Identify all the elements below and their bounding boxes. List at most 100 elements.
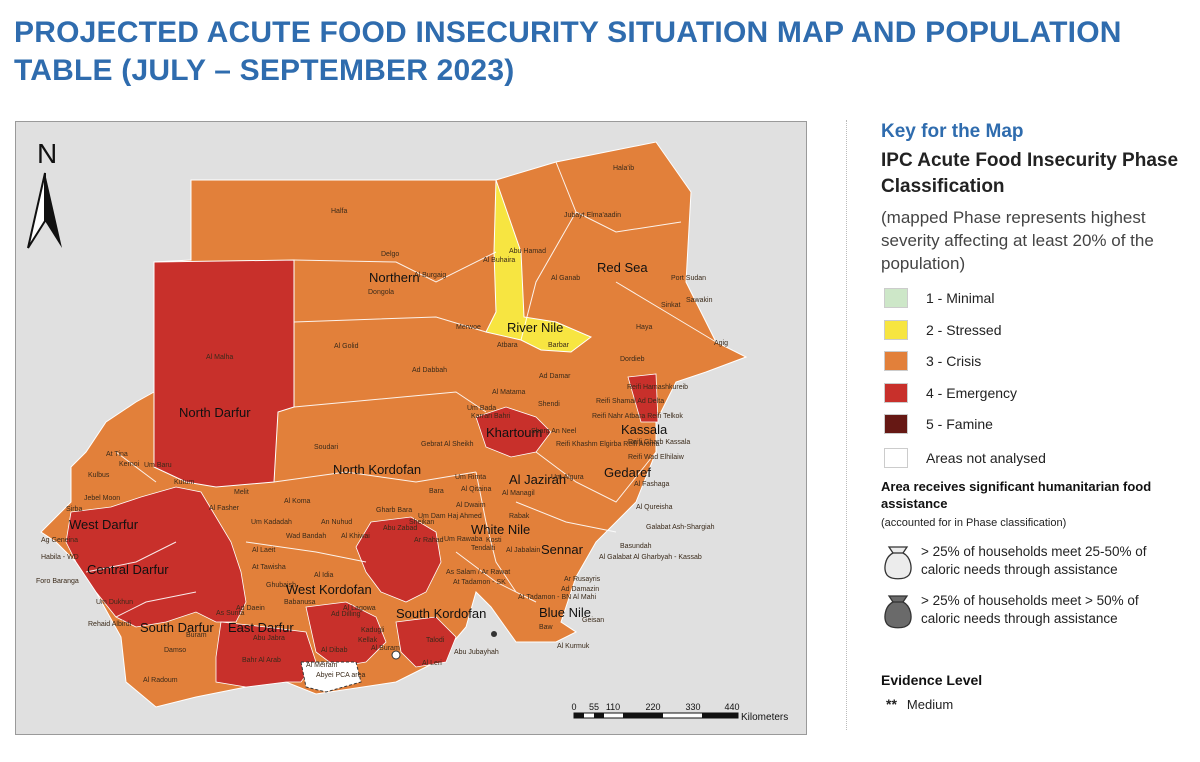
locality-label: Um Kadadah [251,519,292,526]
legend-item-minimal: 1 - Minimal [884,288,1184,310]
legend-swatch [884,448,908,468]
locality-label: Al Lagowa [343,605,376,612]
legend-item-famine: 5 - Famine [884,414,1184,436]
legend-label: 5 - Famine [926,416,993,432]
assistance-item-light: > 25% of households meet 25-50% of calor… [881,543,1181,589]
legend-swatch [884,288,908,308]
locality-label: At Tadamon - SK [453,579,506,586]
locality-label: Ar Rahad [414,537,444,544]
locality-label: Sheikan [409,519,434,526]
scale-unit: Kilometers [741,712,788,723]
locality-label: Al Meiram [306,662,338,669]
evidence-label: Medium [906,697,954,712]
locality-label: Damso [164,647,186,654]
state-label-red-sea: Red Sea [597,260,648,275]
locality-label: Ad Damazin [561,586,599,593]
locality-label: Al Leri [422,660,442,667]
locality-label: Al Fasher [209,505,240,512]
locality-label: Habila - WD [41,554,79,561]
state-label-blue-nile: Blue Nile [539,605,591,620]
locality-label: Al Idia [314,572,334,579]
locality-label: Al Qureisha [636,504,673,511]
locality-label: Jubayt Elma'aadin [564,212,621,219]
scale-tick-label: 110 [606,702,620,712]
page-title: PROJECTED ACUTE FOOD INSECURITY SITUATIO… [14,16,1122,87]
scale-tick-label: 55 [589,702,599,712]
locality-label: Geisan [582,617,604,624]
locality-label: Reifi Shamal Ad Delta [596,398,664,405]
locality-label: An Nuhud [321,519,352,526]
locality-label: Abyei PCA area [316,672,366,679]
locality-label: Merwoe [456,324,481,331]
legend-item-emergency: 4 - Emergency [884,383,1184,405]
scale-tick-label: 0 [571,702,576,712]
legend-swatch [884,414,908,434]
locality-label: Gharb Bara [376,507,412,514]
locality-label: Babanusa [284,599,316,606]
locality-label: Dordieb [620,356,645,363]
locality-label: Al Matama [492,389,526,396]
ipc-title: IPC Acute Food Insecurity Phase Classifi… [881,150,1179,197]
state-label-river-nile: River Nile [507,320,563,335]
locality-label: Al Qitaina [461,486,491,493]
north-darfur-emergency [153,259,295,488]
locality-label: Um Dukhun [96,599,133,606]
locality-label: Karrari Bahri [471,413,511,420]
scale-tick-label: 220 [645,702,660,712]
divider [846,120,847,730]
locality-label: Bahr Al Arab [242,657,281,664]
locality-label: Al Koma [284,498,311,505]
locality-label: Um Rawaba [444,536,483,543]
locality-label: Bara [429,488,444,495]
locality-label: Ad Dabbah [412,367,447,374]
locality-label: Port Sudan [671,275,706,282]
scale-tick-label: 330 [685,702,700,712]
locality-label: Baw [539,624,554,631]
locality-label: Al Buram [371,645,400,652]
locality-label: Gebrat Al Sheikh [421,441,474,448]
abyei-not-analysed [300,661,362,693]
key-heading: Key for the Map [881,121,1024,142]
state-label-north-darfur: North Darfur [179,405,251,420]
locality-label: Tendalti [471,545,496,552]
ipc-note: (mapped Phase represents highest severit… [881,208,1154,273]
assistance-title: Area receives significant humanitarian f… [881,479,1152,511]
locality-label: Al Kurmuk [557,643,590,650]
locality-label: Al Radoum [143,677,178,684]
state-label-gedaref: Gedaref [604,465,651,480]
locality-label: Sirba [66,506,82,513]
locality-label: Talodi [426,637,445,644]
sudan-map[interactable]: Northern Red Sea River Nile Khartoum Kas… [16,122,806,734]
locality-label: As Salam / Ar Rawat [446,569,510,576]
locality-label: Hala'ib [613,165,634,172]
locality-label: Um Algura [551,474,584,481]
map-assistance-markers [391,631,497,660]
locality-label: Galabat Ash-Shargiah [646,524,715,531]
scale-tick-label: 440 [724,702,739,712]
kassala-emergency [627,373,659,423]
locality-label: At Tadamon - BN Al Mahi [518,594,597,601]
map-frame[interactable]: Northern Red Sea River Nile Khartoum Kas… [15,121,807,735]
locality-label: Sawakin [686,297,713,304]
locality-label: Shendi [538,401,560,408]
locality-label: Al Laeit [252,547,275,554]
locality-label: Um Rimta [455,474,486,481]
locality-label: Al Jabalain [506,547,540,554]
legend-swatch [884,320,908,340]
north-arrow: N [20,133,70,253]
locality-label: Jebel Moon [84,495,120,502]
state-label-central-darfur: Central Darfur [87,562,169,577]
state-label-kassala: Kassala [621,422,668,437]
locality-label: Al Galabat Al Gharbyah - Kassab [599,554,702,561]
east-darfur-emergency [215,621,317,688]
locality-label: Abu Jabra [253,635,285,642]
state-label-al-jazirah: Al Jazirah [509,472,566,487]
locality-label: Sharg An Neel [531,428,577,435]
state-label-south-darfur: South Darfur [140,620,214,635]
legend-item-stressed: 2 - Stressed [884,320,1184,342]
state-label-east-darfur: East Darfur [228,620,294,635]
locality-label: Ghubaish [266,582,296,589]
locality-label: Kutum [174,479,194,486]
locality-label: Buram [186,632,207,639]
south-kordofan-emergency [305,601,387,668]
